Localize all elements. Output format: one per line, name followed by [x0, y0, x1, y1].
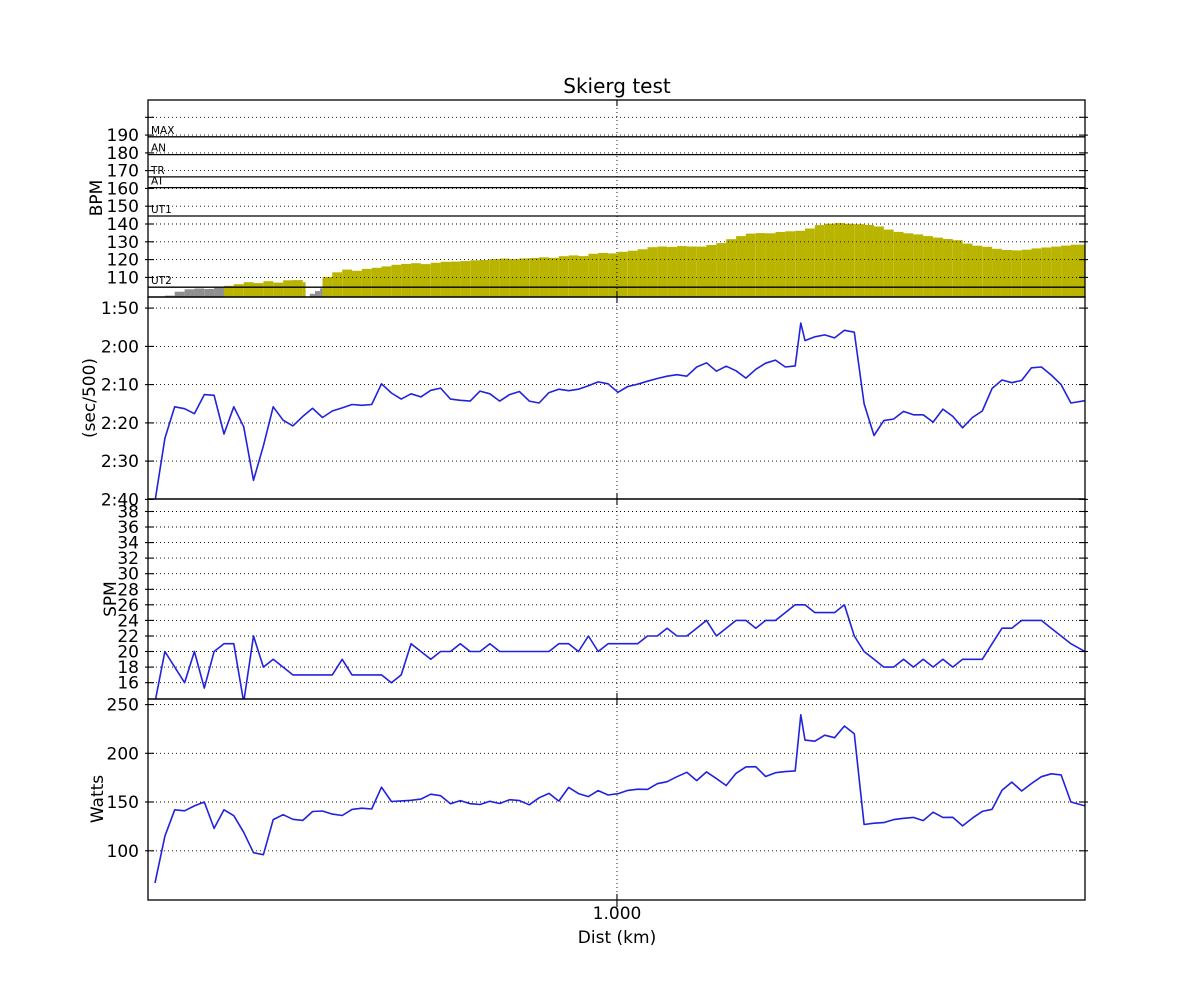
x-tick-label: 1.000	[592, 904, 642, 924]
zone-label-ut2: UT2	[151, 275, 172, 287]
bpm-ytick-label: 160	[107, 179, 139, 199]
y-axis-label-bpm: BPM	[87, 179, 107, 217]
zone-label-tr: TR	[150, 165, 165, 177]
spm-ytick-label: 24	[117, 611, 139, 631]
watts-line	[154, 713, 1085, 884]
spm-ytick-label: 32	[117, 549, 139, 569]
spm-ytick-label: 30	[117, 565, 139, 585]
spm-ytick-label: 20	[117, 643, 139, 663]
spm-ytick-label: 26	[117, 596, 139, 616]
sec500-line	[154, 322, 1085, 499]
chart-title: Skierg test	[563, 74, 671, 98]
watts-panel-frame	[147, 698, 1086, 901]
spm-ytick-label: 28	[117, 580, 139, 600]
bpm-ytick-label: 180	[107, 144, 139, 164]
watts-ytick-label: 150	[107, 793, 139, 813]
zone-label-ut1: UT1	[151, 204, 172, 216]
bpm-ytick-label: 120	[107, 251, 139, 271]
sec500-ytick-label: 2:30	[101, 452, 139, 472]
bpm-ytick-label: 190	[107, 126, 139, 146]
y-axis-label-watts: Watts	[88, 774, 108, 824]
watts-ytick-label: 250	[107, 696, 139, 716]
spm-ytick-label: 16	[117, 674, 139, 694]
bpm-ytick-label: 150	[107, 197, 139, 217]
zone-label-max: MAX	[151, 125, 174, 137]
zone-label-an: AN	[151, 143, 166, 155]
spm-ytick-label: 18	[117, 658, 139, 678]
spm-ytick-label: 34	[117, 534, 139, 554]
watts-ytick-label: 100	[107, 842, 139, 862]
y-axis-label-pace: (sec/500)	[80, 357, 100, 439]
spm-ytick-label: 36	[117, 518, 139, 538]
bpm-ytick-label: 130	[107, 233, 139, 253]
sec500-ytick-label: 2:00	[101, 337, 139, 357]
sec500-ytick-label: 2:20	[101, 414, 139, 434]
bpm-ytick-label: 170	[107, 162, 139, 182]
sec500-ytick-label: 1:50	[101, 299, 139, 319]
x-axis-label: Dist (km)	[577, 928, 657, 948]
y-axis-label-spm: SPM	[101, 581, 121, 617]
bpm-ytick-label: 110	[107, 268, 139, 288]
bpm-ytick-label: 140	[107, 215, 139, 235]
sec500-ytick-label: 2:10	[101, 376, 139, 396]
spm-line	[154, 603, 1085, 699]
spm-ytick-label: 22	[117, 627, 139, 647]
sec500-panel-frame	[147, 296, 1086, 500]
watts-ytick-label: 200	[107, 744, 139, 764]
sec500-ytick-label: 2:40	[101, 490, 139, 510]
zone-label-at: AT	[151, 176, 164, 188]
spm-panel-frame	[147, 498, 1086, 700]
spm-ytick-label: 38	[117, 503, 139, 523]
